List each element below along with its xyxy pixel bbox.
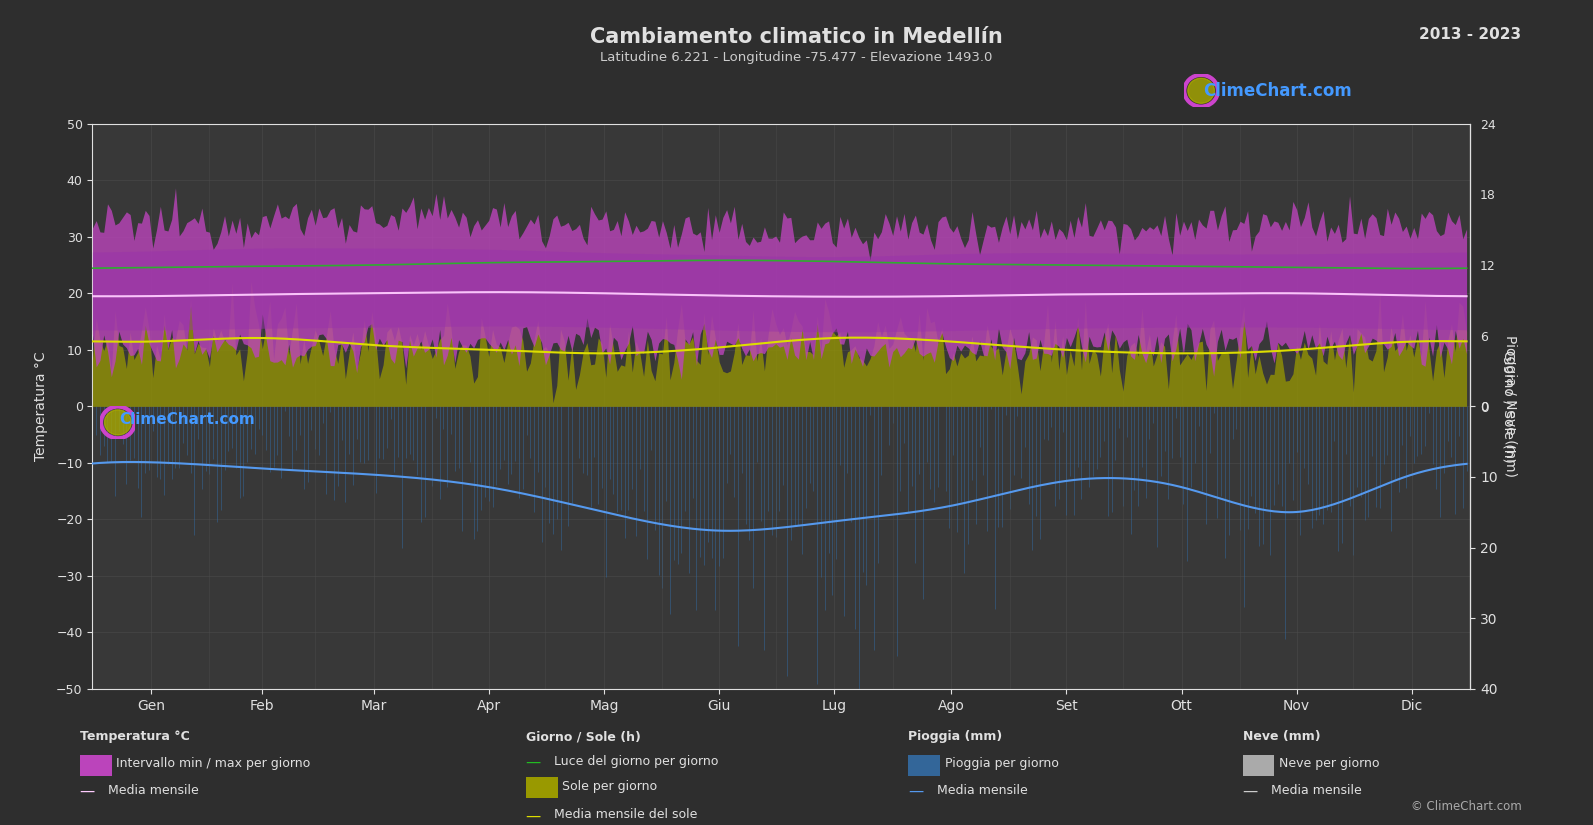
- Text: Pioggia (mm): Pioggia (mm): [908, 730, 1002, 743]
- Text: —: —: [1243, 784, 1258, 799]
- Text: Media mensile: Media mensile: [937, 784, 1027, 797]
- Text: Giorno / Sole (h): Giorno / Sole (h): [526, 730, 640, 743]
- Text: Cambiamento climatico in Medellín: Cambiamento climatico in Medellín: [589, 27, 1004, 47]
- Text: ClimeChart.com: ClimeChart.com: [1203, 82, 1351, 101]
- Y-axis label: Pioggia / Neve (mm): Pioggia / Neve (mm): [1504, 335, 1517, 478]
- Text: —: —: [526, 808, 542, 823]
- Text: Luce del giorno per giorno: Luce del giorno per giorno: [554, 755, 718, 768]
- Circle shape: [1188, 78, 1214, 103]
- Text: © ClimeChart.com: © ClimeChart.com: [1410, 799, 1521, 813]
- Text: Intervallo min / max per giorno: Intervallo min / max per giorno: [116, 757, 311, 771]
- Text: Media mensile: Media mensile: [1271, 784, 1362, 797]
- Text: Media mensile del sole: Media mensile del sole: [554, 808, 698, 822]
- Text: —: —: [526, 755, 542, 770]
- Text: Neve per giorno: Neve per giorno: [1279, 757, 1380, 771]
- Text: ClimeChart.com: ClimeChart.com: [119, 412, 255, 427]
- Circle shape: [105, 410, 131, 435]
- Text: Latitudine 6.221 - Longitudine -75.477 - Elevazione 1493.0: Latitudine 6.221 - Longitudine -75.477 -…: [601, 51, 992, 64]
- Text: Media mensile: Media mensile: [108, 784, 199, 797]
- Text: Pioggia per giorno: Pioggia per giorno: [945, 757, 1058, 771]
- Text: —: —: [908, 784, 924, 799]
- Text: Temperatura °C: Temperatura °C: [80, 730, 190, 743]
- Text: Sole per giorno: Sole per giorno: [562, 780, 658, 793]
- Y-axis label: Giorno / Sole (h): Giorno / Sole (h): [1501, 350, 1515, 463]
- Y-axis label: Temperatura °C: Temperatura °C: [33, 351, 48, 461]
- Text: Neve (mm): Neve (mm): [1243, 730, 1321, 743]
- Text: —: —: [80, 784, 96, 799]
- Text: 2013 - 2023: 2013 - 2023: [1419, 27, 1521, 42]
